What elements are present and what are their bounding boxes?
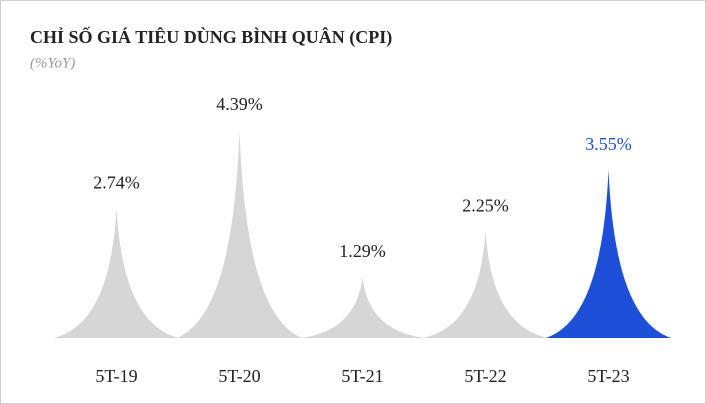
x-tick-label: 5T-22 — [464, 366, 506, 386]
value-label: 2.74% — [93, 172, 140, 192]
x-tick-label: 5T-21 — [341, 366, 383, 386]
spike-bar — [545, 169, 672, 338]
x-tick-label: 5T-19 — [95, 366, 137, 386]
chart-subtitle: (%YoY) — [30, 55, 75, 71]
value-label: 3.55% — [585, 134, 632, 154]
spike-bar — [422, 231, 549, 338]
spike-bar — [176, 130, 303, 338]
value-label: 2.25% — [462, 196, 509, 216]
value-label: 1.29% — [339, 241, 386, 261]
spike-bar — [299, 276, 426, 338]
spike-bar — [53, 208, 180, 338]
chart-title: CHỈ SỐ GIÁ TIÊU DÙNG BÌNH QUÂN (CPI) — [30, 26, 392, 48]
x-tick-label: 5T-20 — [218, 366, 260, 386]
x-tick-label: 5T-23 — [587, 366, 629, 386]
value-label: 4.39% — [216, 94, 263, 114]
